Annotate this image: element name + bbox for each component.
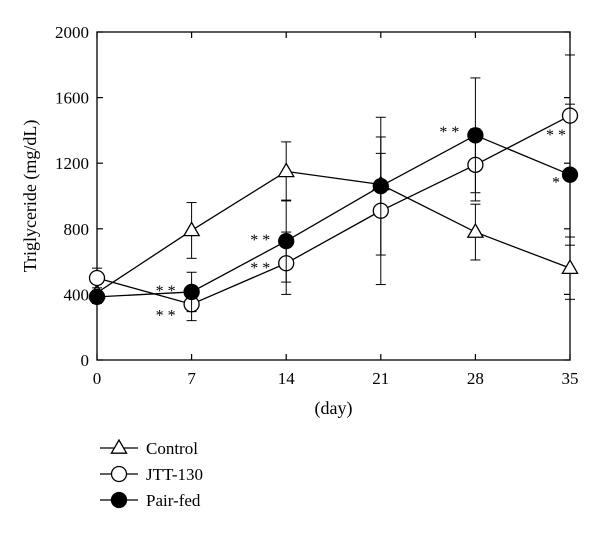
- series-line: [96, 170, 571, 294]
- y-tick-label: 400: [64, 285, 90, 304]
- data-point: [561, 258, 579, 275]
- data-point: [278, 232, 295, 250]
- legend-item: Pair-fed: [100, 491, 201, 510]
- axis-ticks: 0 400 800 1200 1600 2000 0 7 14 21 28 35: [55, 23, 579, 388]
- significance-mark: * *: [156, 283, 176, 300]
- data-point: [466, 222, 485, 238]
- y-tick-label: 2000: [55, 23, 89, 42]
- legend-marker: [110, 438, 128, 454]
- data-point: [183, 283, 200, 301]
- legend-marker: [110, 491, 128, 509]
- significance-mark: * *: [546, 127, 566, 144]
- significance-mark: * *: [250, 260, 270, 277]
- legend-label: Control: [146, 439, 198, 458]
- x-tick-label: 21: [372, 369, 389, 388]
- significance-mark: * *: [439, 124, 459, 141]
- y-tick-label: 800: [64, 220, 90, 239]
- series-control: [88, 141, 579, 304]
- x-tick-label: 28: [467, 369, 484, 388]
- legend-marker: [110, 465, 128, 483]
- x-axis-label: (day): [315, 398, 353, 419]
- x-tick-label: 14: [278, 369, 296, 388]
- significance-annotations: * * * * * * * * * * * * *: [156, 124, 566, 325]
- data-point: [561, 166, 579, 183]
- x-tick-label: 35: [562, 369, 579, 388]
- significance-mark: * *: [156, 307, 176, 324]
- x-tick-label: 7: [187, 369, 196, 388]
- data-point: [88, 288, 106, 306]
- data-point: [182, 221, 201, 237]
- y-tick-label: 1200: [55, 154, 89, 173]
- series-line: [96, 115, 571, 305]
- series-line: [96, 134, 571, 298]
- y-tick-label: 1600: [55, 89, 89, 108]
- series-pair-fed: [88, 77, 579, 313]
- significance-mark: *: [552, 175, 560, 192]
- legend-label: JTT-130: [146, 465, 203, 484]
- data-point: [277, 162, 295, 178]
- significance-mark: * *: [250, 232, 270, 249]
- series-layer: [88, 54, 579, 322]
- legend-item: Control: [100, 438, 198, 458]
- data-point: [88, 269, 106, 287]
- y-tick-label: 0: [81, 351, 90, 370]
- legend-label: Pair-fed: [146, 491, 201, 510]
- y-axis-label: Triglyceride (mg/dL): [20, 120, 41, 273]
- data-point: [372, 178, 389, 195]
- data-point: [467, 127, 484, 144]
- series-jtt-130: [88, 54, 579, 322]
- x-tick-label: 0: [93, 369, 102, 388]
- legend-item: JTT-130: [100, 465, 203, 484]
- legend: Control JTT-130 Pair-fed: [100, 438, 203, 510]
